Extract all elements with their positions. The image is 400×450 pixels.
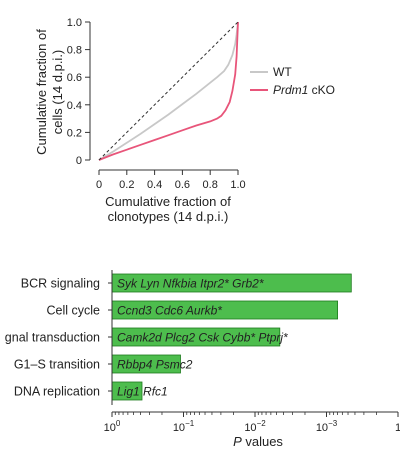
line-chart-y-label-line1: Cumulative fraction of	[34, 29, 49, 155]
line-chart-x-label-line1: Cumulative fraction of	[105, 194, 231, 209]
x-tick-label: 10−3	[316, 419, 338, 434]
x-tick-label: 0.4	[147, 179, 162, 191]
bar-gene-list: Ccnd3 Cdc6 Aurkb*	[117, 304, 222, 318]
x-tick-label: 0.8	[203, 179, 218, 191]
x-tick-label: 0	[96, 179, 102, 191]
category-label: G1–S transition	[14, 358, 100, 372]
category-label: gnal transduction	[5, 331, 100, 345]
bar-gene-list: Camk2d Plcg2 Csk Cybb* Ptprj*	[117, 331, 288, 345]
line-chart-series	[98, 21, 239, 161]
bar-chart-x-label: P values	[233, 434, 283, 449]
legend-cko-label-italic: Prdm1	[273, 83, 308, 97]
category-label: BCR signaling	[21, 277, 100, 291]
legend-wt-label: WT	[273, 65, 292, 79]
legend-cko-label-rest: cKO	[308, 83, 335, 97]
category-label: Cell cycle	[47, 304, 101, 318]
y-tick-label: 0.2	[67, 127, 82, 139]
series-line-1	[98, 21, 239, 161]
x-tick-label: 10−1	[173, 419, 195, 434]
x-tick-label: 0.6	[175, 179, 190, 191]
x-tick-label: 100	[104, 419, 121, 434]
y-tick-label: 0.4	[67, 100, 82, 112]
bar-gene-list: Rbbp4 Psmc2	[117, 358, 193, 372]
diagonal-reference-line	[98, 21, 239, 161]
series-line-0	[98, 21, 239, 161]
bar-gene-list: Lig1 Rfc1	[117, 385, 168, 399]
line-chart-x-axis: 0 0.2 0.4 0.6 0.8 1.0	[96, 169, 246, 191]
y-tick-label: 1.0	[67, 17, 82, 29]
y-tick-label: 0.6	[67, 72, 82, 84]
legend: WT Prdm1 cKO	[250, 65, 335, 97]
x-tick-label: 1.0	[230, 179, 245, 191]
x-tick-label: 10−2	[244, 419, 266, 434]
bar-chart-x-label-italic: P	[233, 434, 242, 449]
line-chart-y-axis: 0 0.2 0.4 0.6 0.8 1.0	[67, 17, 91, 167]
bar-chart-bars: Syk Lyn Nfkbia Itpr2* Grb2* BCR signaling…	[5, 273, 352, 401]
bar-chart-axes: 100 10−1 10−2 10−3 1	[104, 270, 400, 434]
category-label: DNA replication	[14, 385, 100, 399]
pathway-p-value-chart: Syk Lyn Nfkbia Itpr2* Grb2* BCR signaling…	[5, 270, 400, 449]
x-tick-label: 1	[395, 422, 400, 434]
cumulative-fraction-chart: 0 0.2 0.4 0.6 0.8 1.0 0 0.2 0.4 0.6 0.8 1.0 Cumula…	[34, 17, 335, 224]
bar-chart-x-label-rest: values	[242, 434, 284, 449]
x-tick-label: 0.2	[119, 179, 134, 191]
legend-cko-label: Prdm1 cKO	[273, 83, 335, 97]
bar-gene-list: Syk Lyn Nfkbia Itpr2* Grb2*	[117, 277, 264, 291]
line-chart-y-label-line2: cells (14 d.p.i.)	[50, 50, 65, 135]
y-tick-label: 0	[76, 155, 82, 167]
line-chart-x-label-line2: clonotypes (14 d.p.i.)	[108, 209, 229, 224]
y-tick-label: 0.8	[67, 45, 82, 57]
